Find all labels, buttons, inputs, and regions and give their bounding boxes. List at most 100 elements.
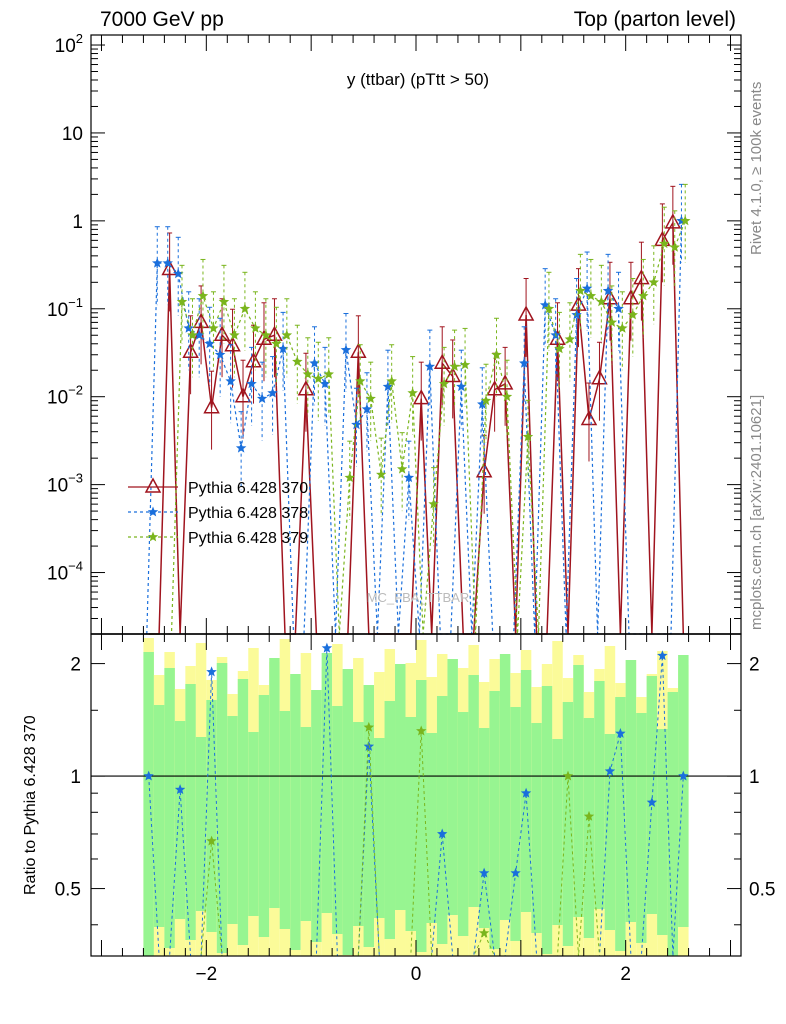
- data-point: [277, 343, 289, 354]
- ratio-band-green: [279, 711, 291, 929]
- data-point: [256, 393, 268, 404]
- data-point: [197, 290, 209, 301]
- data-point: [591, 369, 608, 385]
- y-tick-label: 102: [55, 31, 83, 57]
- ratio-band-green: [363, 685, 375, 947]
- ratio-series-1: [148, 721, 684, 957]
- data-point: [246, 378, 257, 389]
- data-point: [245, 352, 262, 368]
- ratio-band-green: [531, 723, 542, 933]
- legend: Pythia 6.428 370 Pythia 6.428 378 Pythia 6…: [128, 477, 308, 547]
- main-series: [146, 183, 691, 635]
- data-point: [176, 296, 188, 307]
- ratio-point: [478, 927, 490, 938]
- data-point: [403, 472, 415, 483]
- data-point: [214, 349, 226, 360]
- legend-item-1: Pythia 6.428 378: [128, 505, 308, 522]
- data-point: [281, 329, 293, 340]
- ratio-band-green: [311, 690, 322, 942]
- data-point: [407, 387, 418, 398]
- ratio-band-green: [342, 669, 354, 955]
- data-point: [224, 336, 241, 352]
- data-point: [449, 361, 460, 371]
- data-point: [459, 359, 471, 370]
- data-point: [659, 238, 670, 249]
- ratio-point: [174, 784, 186, 795]
- data-point: [606, 316, 618, 327]
- series-line: [150, 220, 686, 635]
- data-point: [182, 342, 199, 359]
- ratio-band-green: [206, 700, 217, 932]
- ratio-point: [583, 810, 595, 821]
- ratio-point: [143, 770, 154, 781]
- data-point: [213, 325, 231, 341]
- series-1: [146, 183, 687, 635]
- data-point: [570, 295, 587, 311]
- ratio-band-green: [216, 663, 228, 953]
- ratio-band-green: [478, 728, 490, 928]
- ratio-point: [363, 741, 375, 751]
- data-point: [152, 257, 163, 268]
- data-point: [351, 419, 362, 430]
- ratio-band-green: [300, 727, 312, 921]
- data-point: [648, 276, 659, 287]
- data-point: [613, 303, 624, 314]
- data-point: [365, 393, 376, 404]
- data-point: [444, 366, 461, 383]
- data-point: [194, 329, 205, 340]
- data-point: [564, 333, 576, 344]
- data-point: [424, 361, 436, 371]
- ratio-point: [615, 728, 626, 738]
- ratio-band-green: [583, 718, 595, 938]
- series-0: [148, 185, 685, 635]
- ratio-band-green: [195, 737, 207, 911]
- ratio-band-green: [374, 738, 385, 918]
- data-point: [382, 381, 394, 392]
- ratio-band-green: [657, 729, 668, 935]
- ratio-point: [562, 770, 574, 781]
- ratio-band-green: [447, 659, 458, 915]
- ratio-band-green: [290, 674, 301, 950]
- ratio-point: [206, 666, 217, 677]
- ratio-y-tick-label: 2: [749, 655, 760, 676]
- data-point: [456, 381, 467, 392]
- data-point: [585, 290, 597, 301]
- y-tick-label: 10−2: [47, 383, 83, 409]
- y-tick-label: 10−3: [47, 471, 83, 497]
- data-point: [477, 398, 488, 409]
- data-point: [267, 387, 278, 398]
- main-axes: 102 10 1 10−1 10−2 10−3 10−4 −2 0 2 2 2 1 1 0.5 0.5: [47, 31, 775, 985]
- ratio-point: [363, 721, 375, 732]
- ratio-band-green: [353, 722, 364, 926]
- data-point: [192, 312, 210, 329]
- data-point: [575, 285, 586, 296]
- data-point: [571, 309, 582, 320]
- data-point: [271, 338, 282, 349]
- ratio-band-green: [594, 681, 605, 909]
- data-point: [519, 357, 530, 368]
- data-point: [491, 349, 502, 360]
- data-point: [480, 395, 492, 406]
- data-point: [344, 472, 355, 483]
- ratio-band-green: [625, 660, 637, 922]
- ratio-y-tick-label: 1: [70, 767, 81, 788]
- ratio-band-green: [395, 664, 406, 910]
- data-point: [313, 373, 324, 384]
- data-point: [361, 403, 373, 414]
- watermark: MC_FBA_TTBAR: [367, 590, 470, 605]
- data-point: [669, 241, 680, 252]
- ratio-band-green: [678, 655, 689, 927]
- data-point: [234, 387, 252, 403]
- data-point: [428, 498, 439, 509]
- ratio-band-green: [573, 665, 584, 917]
- data-point: [475, 462, 493, 478]
- data-point: [229, 329, 240, 340]
- data-point: [297, 380, 315, 396]
- data-point: [601, 289, 619, 305]
- data-point: [355, 375, 366, 386]
- ratio-band-green: [615, 697, 626, 951]
- ratio-band-green: [227, 716, 238, 924]
- data-point: [302, 368, 313, 379]
- data-point: [680, 215, 691, 226]
